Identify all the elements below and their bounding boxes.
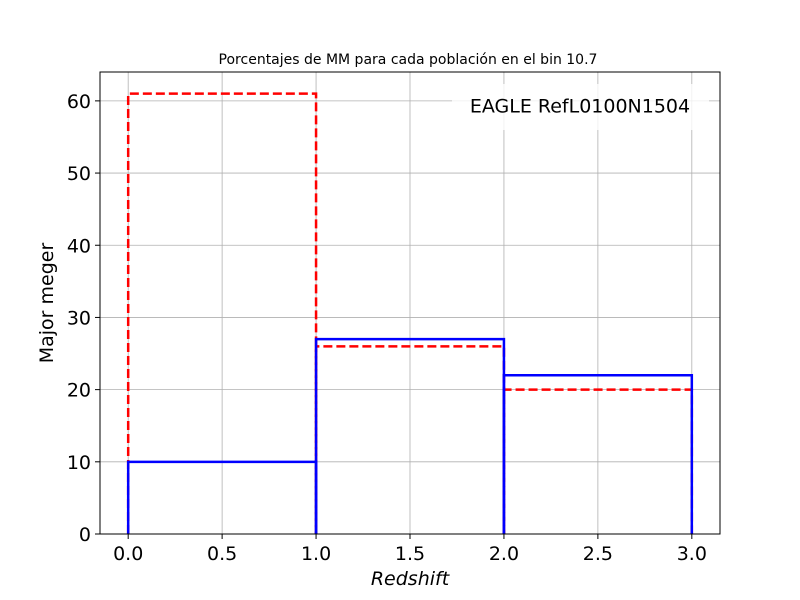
y-axis-label: Major meger xyxy=(36,243,58,364)
y-tick-label: 50 xyxy=(67,163,91,185)
x-tick-label: 2.5 xyxy=(583,543,613,565)
y-tick-label: 40 xyxy=(67,235,91,257)
y-tick-label: 10 xyxy=(67,452,91,474)
y-tick-label: 30 xyxy=(67,307,91,329)
chart-title: Porcentajes de MM para cada población en… xyxy=(219,52,598,68)
annotation-text: EAGLE RefL0100N1504 xyxy=(470,96,690,118)
x-axis-ticks: 0.0 0.5 1.0 1.5 2.0 2.5 3.0 xyxy=(113,534,707,565)
x-tick-label: 0.0 xyxy=(113,543,143,565)
x-tick-label: 2.0 xyxy=(489,543,519,565)
x-tick-label: 3.0 xyxy=(677,543,707,565)
x-axis-label: Redshift xyxy=(371,568,451,590)
x-tick-label: 0.5 xyxy=(207,543,237,565)
solid-blue-histogram-series xyxy=(126,337,694,534)
x-tick-label: 1.0 xyxy=(301,543,331,565)
x-tick-label: 1.5 xyxy=(395,543,425,565)
y-axis-ticks: 0 10 20 30 40 50 60 xyxy=(67,91,100,546)
series-layer xyxy=(126,92,694,534)
y-tick-label: 60 xyxy=(67,91,91,113)
histogram-bar xyxy=(502,373,694,534)
y-tick-label: 20 xyxy=(67,380,91,402)
grid-lines xyxy=(100,72,720,535)
y-tick-label: 0 xyxy=(79,524,91,546)
histogram-bar xyxy=(126,92,318,534)
annotation-box xyxy=(452,84,709,130)
